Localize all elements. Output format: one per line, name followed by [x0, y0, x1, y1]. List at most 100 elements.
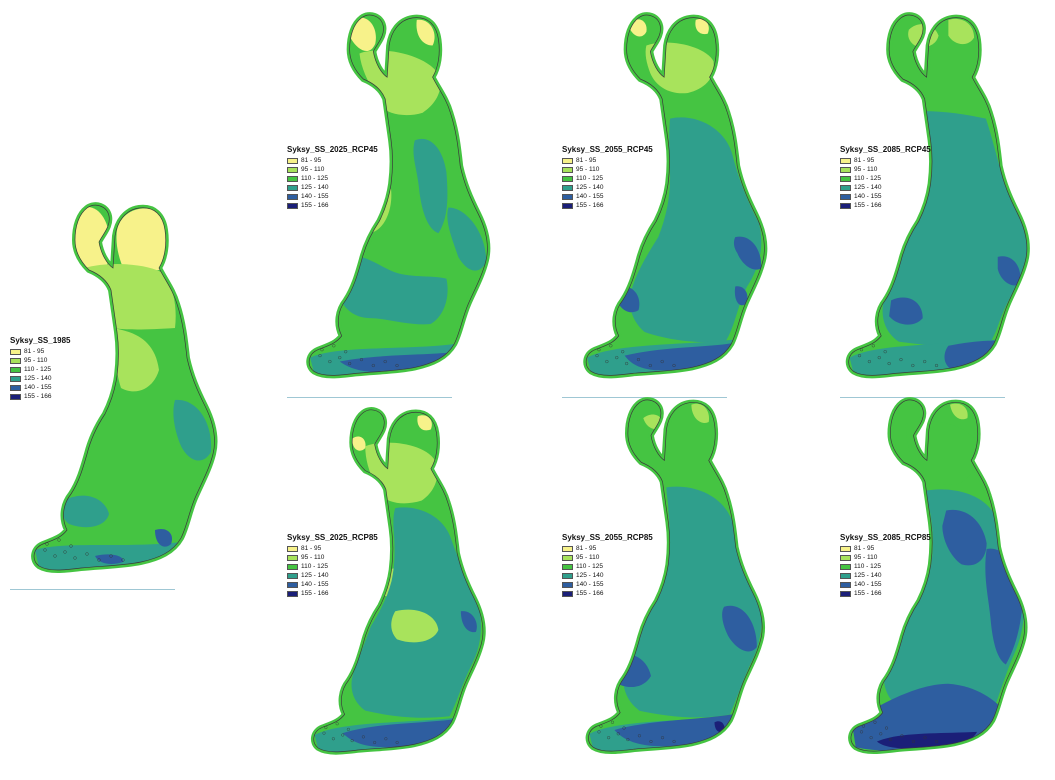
legend-item: 125 - 140 — [562, 183, 653, 192]
map-svg — [583, 12, 768, 379]
legend-label: 155 - 166 — [576, 202, 604, 209]
legend-title: Syksy_SS_2085_RCP45 — [840, 145, 931, 154]
legend-item: 140 - 155 — [10, 383, 71, 392]
zone-class-3 — [413, 138, 448, 234]
legend-title: Syksy_SS_2055_RCP85 — [562, 533, 653, 542]
legend-syksy-2025-rcp45: Syksy_SS_2025_RCP45 81 - 95 95 - 110 110 -… — [287, 145, 378, 210]
legend-swatch — [840, 572, 851, 579]
legend-item: 95 - 110 — [287, 553, 378, 562]
legend-label: 125 - 140 — [24, 375, 52, 382]
legend-item: 110 - 125 — [562, 174, 653, 183]
legend-swatch — [562, 590, 573, 597]
legend-swatch — [287, 193, 298, 200]
legend-item: 95 - 110 — [562, 165, 653, 174]
legend-swatch — [562, 581, 573, 588]
legend-swatch — [562, 193, 573, 200]
legend-item: 110 - 125 — [562, 562, 653, 571]
legend-swatch — [840, 563, 851, 570]
legend-item: 110 - 125 — [840, 174, 931, 183]
legend-swatch — [10, 348, 21, 355]
legend-syksy-2085-rcp85: Syksy_SS_2085_RCP85 81 - 95 95 - 110 110 -… — [840, 533, 931, 598]
zone-class-3 — [883, 489, 1025, 716]
legend-swatch — [287, 554, 298, 561]
legend-swatch — [10, 375, 21, 382]
zone-class-1 — [950, 403, 968, 420]
zone-class-5 — [985, 354, 999, 369]
map-svg — [585, 397, 766, 755]
map-svg — [848, 397, 1028, 755]
map-svg — [306, 12, 491, 379]
legend-swatch — [10, 366, 21, 373]
legend-swatch — [287, 590, 298, 597]
legend-item: 125 - 140 — [287, 571, 378, 580]
country-border — [585, 14, 765, 376]
legend-item: 95 - 110 — [840, 165, 931, 174]
legend-label: 110 - 125 — [854, 175, 881, 182]
legend-label: 125 - 140 — [301, 572, 329, 579]
legend-swatch — [287, 563, 298, 570]
legend-item: 81 - 95 — [287, 156, 378, 165]
legend-item: 125 - 140 — [840, 571, 931, 580]
legend-label: 140 - 155 — [24, 384, 52, 391]
zone-group — [587, 18, 762, 376]
legend-item: 95 - 110 — [562, 553, 653, 562]
zone-class-3 — [339, 255, 448, 325]
archipelago — [595, 344, 676, 368]
country-border — [850, 399, 1026, 752]
map-svg — [31, 202, 218, 573]
legend-item: 140 - 155 — [840, 192, 931, 201]
zone-class-1 — [391, 609, 439, 643]
archipelago — [43, 538, 125, 562]
archipelago — [857, 344, 939, 368]
legend-label: 81 - 95 — [854, 157, 875, 164]
zone-class-4 — [942, 509, 987, 566]
map-syksy-2025-rcp45 — [268, 10, 530, 405]
zone-class-4 — [339, 351, 459, 373]
legend-swatch — [840, 193, 851, 200]
legend-item: 125 - 140 — [840, 183, 931, 192]
zone-class-4 — [722, 605, 757, 652]
legend-item: 125 - 140 — [10, 374, 71, 383]
legend-item: 155 - 166 — [840, 589, 931, 598]
legend-swatch — [10, 393, 21, 400]
country-border — [33, 204, 215, 571]
legend-swatch — [562, 175, 573, 182]
legend-item: 81 - 95 — [10, 347, 71, 356]
legend-label: 81 - 95 — [854, 545, 875, 552]
legend-item: 140 - 155 — [840, 580, 931, 589]
map-svg — [310, 407, 486, 755]
zone-class-4 — [460, 611, 477, 633]
legend-item: 95 - 110 — [287, 165, 378, 174]
legend-label: 95 - 110 — [301, 554, 325, 561]
legend-syksy-2025-rcp85: Syksy_SS_2025_RCP85 81 - 95 95 - 110 110 -… — [287, 533, 378, 598]
zone-class-3 — [629, 117, 762, 343]
legend-swatch — [287, 545, 298, 552]
zone-class-3 — [882, 111, 1027, 347]
country-border — [848, 14, 1028, 376]
zone-class-3 — [447, 207, 487, 271]
zone-class-3 — [623, 486, 763, 718]
legend-syksy-2085-rcp45: Syksy_SS_2085_RCP45 81 - 95 95 - 110 110 -… — [840, 145, 931, 210]
legend-swatch — [840, 184, 851, 191]
zone-class-1 — [113, 328, 159, 392]
legend-swatch — [840, 202, 851, 209]
zone-class-4 — [733, 236, 762, 270]
legend-label: 125 - 140 — [576, 572, 604, 579]
legend-label: 155 - 166 — [854, 590, 882, 597]
map-syksy-1985 — [0, 200, 250, 600]
legend-label: 140 - 155 — [576, 581, 604, 588]
map-baseline-rule — [10, 589, 175, 590]
legend-item: 95 - 110 — [10, 356, 71, 365]
archipelago — [322, 722, 399, 745]
legend-item: 140 - 155 — [562, 580, 653, 589]
legend-label: 95 - 110 — [576, 166, 600, 173]
legend-swatch — [840, 545, 851, 552]
legend-swatch — [840, 157, 851, 164]
map-syksy-2055-rcp85 — [545, 395, 807, 780]
zone-class-4 — [889, 297, 923, 325]
legend-item: 81 - 95 — [840, 544, 931, 553]
country-border — [588, 399, 763, 752]
legend-swatch — [840, 175, 851, 182]
map-syksy-2025-rcp85 — [268, 405, 530, 780]
map-baseline-rule — [287, 397, 452, 398]
